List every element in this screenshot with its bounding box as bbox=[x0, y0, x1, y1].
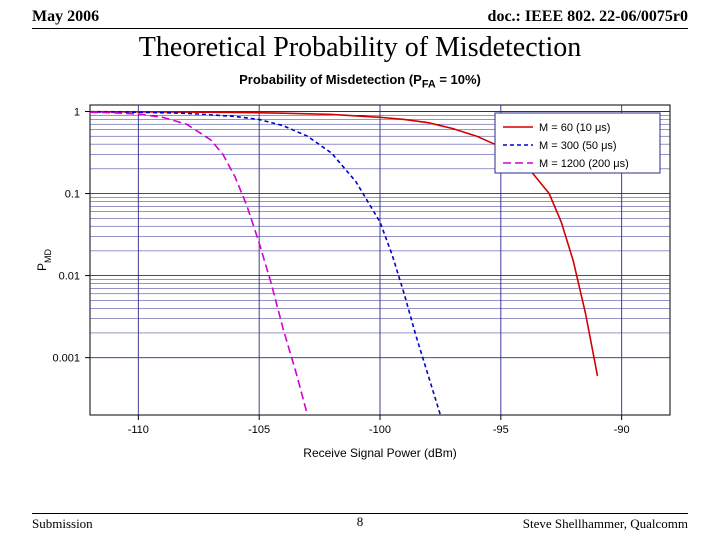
chart-title: Probability of Misdetection (PFA = 10%) bbox=[30, 72, 690, 91]
svg-text:0.01: 0.01 bbox=[59, 270, 80, 282]
header-doc-id: doc.: IEEE 802. 22-06/0075r0 bbox=[488, 8, 688, 26]
footer-right: Steve Shellhammer, Qualcomm bbox=[523, 516, 688, 532]
svg-text:M = 60 (10 μs): M = 60 (10 μs) bbox=[539, 122, 610, 134]
svg-text:1: 1 bbox=[74, 106, 80, 118]
svg-text:0.1: 0.1 bbox=[65, 188, 80, 200]
svg-text:Receive Signal Power (dBm): Receive Signal Power (dBm) bbox=[303, 446, 456, 460]
svg-text:0.001: 0.001 bbox=[52, 352, 80, 364]
page-title: Theoretical Probability of Misdetection bbox=[0, 32, 720, 64]
footer-left: Submission bbox=[32, 516, 93, 532]
header-date: May 2006 bbox=[32, 8, 99, 26]
svg-text:-110: -110 bbox=[128, 424, 149, 436]
svg-text:M = 1200 (200 μs): M = 1200 (200 μs) bbox=[539, 158, 629, 170]
svg-text:-105: -105 bbox=[248, 424, 270, 436]
svg-text:M = 300 (50 μs): M = 300 (50 μs) bbox=[539, 140, 617, 152]
svg-text:-100: -100 bbox=[369, 424, 391, 436]
svg-text:PMD: PMD bbox=[35, 248, 53, 271]
chart-container: Probability of Misdetection (PFA = 10%) … bbox=[30, 72, 690, 472]
chart-plot: -110-105-100-95-9010.10.010.001Receive S… bbox=[30, 95, 690, 455]
svg-text:-95: -95 bbox=[493, 424, 509, 436]
svg-text:-90: -90 bbox=[614, 424, 630, 436]
